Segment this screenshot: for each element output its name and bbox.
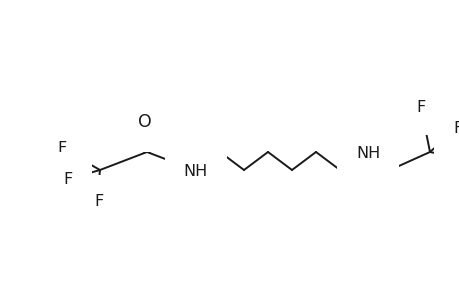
Text: F: F [456, 152, 459, 167]
Text: F: F [453, 121, 459, 136]
Text: F: F [94, 194, 103, 209]
Text: O: O [138, 113, 151, 131]
Text: NH: NH [355, 146, 379, 161]
Text: F: F [63, 172, 73, 187]
Text: NH: NH [184, 164, 207, 179]
Text: F: F [415, 100, 425, 116]
Text: F: F [57, 140, 67, 155]
Text: O: O [364, 130, 377, 148]
